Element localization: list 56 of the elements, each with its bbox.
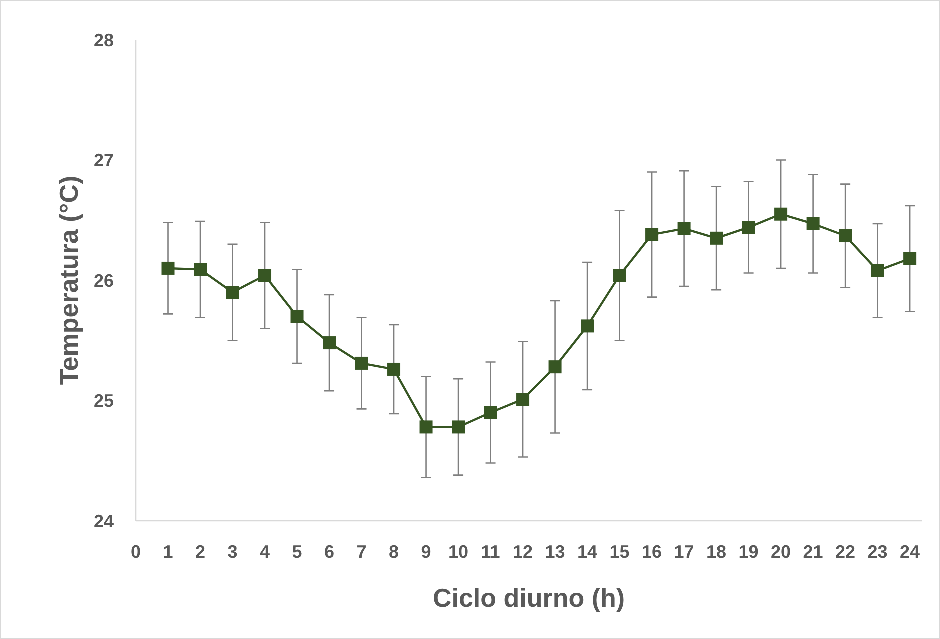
x-tick-label: 16 <box>642 542 662 562</box>
x-tick-label: 19 <box>738 542 759 562</box>
x-tick-label: 2 <box>196 542 206 562</box>
point <box>646 228 659 242</box>
x-tick-label: 8 <box>389 542 400 562</box>
x-tick-label: 20 <box>771 542 792 562</box>
x-tick-label: 14 <box>578 542 598 562</box>
point <box>420 420 433 434</box>
x-tick-label: 10 <box>448 542 469 562</box>
x-tick-label: 5 <box>292 542 302 562</box>
x-tick-label: 11 <box>481 542 500 562</box>
point <box>258 269 272 282</box>
point <box>581 320 594 333</box>
point <box>742 221 756 234</box>
y-axis-title: Temperatura (°C) <box>54 176 84 386</box>
x-tick-label: 7 <box>356 542 367 562</box>
x-tick-label: 15 <box>610 542 630 562</box>
point <box>613 269 626 282</box>
x-axis-title: Ciclo diurno (h) <box>432 583 626 613</box>
x-tick-label: 22 <box>836 542 856 562</box>
x-tick-label: 0 <box>130 542 142 562</box>
point <box>355 356 368 370</box>
point <box>548 360 562 374</box>
x-tick-label: 1 <box>163 542 174 562</box>
y-tick-label: 24 <box>94 511 114 532</box>
x-tick-label: 21 <box>803 542 824 562</box>
y-tick-label: 27 <box>94 150 114 171</box>
x-tick-label: 24 <box>900 542 920 562</box>
x-tick-label: 13 <box>545 542 566 562</box>
y-tick-label: 28 <box>94 30 114 50</box>
point <box>194 263 208 276</box>
point <box>871 264 884 278</box>
point <box>290 310 304 324</box>
point <box>516 393 530 406</box>
point <box>806 217 820 230</box>
x-tick-label: 3 <box>228 542 238 562</box>
point <box>678 222 691 236</box>
point <box>774 208 788 221</box>
x-tick-label: 6 <box>324 542 335 562</box>
point <box>452 420 466 434</box>
point <box>226 286 240 300</box>
x-tick-label: 9 <box>421 542 432 562</box>
point <box>388 362 401 376</box>
x-tick-label: 23 <box>868 542 888 562</box>
point <box>710 232 724 245</box>
x-tick-label: 12 <box>513 542 534 562</box>
point <box>484 406 498 420</box>
x-tick-label: 18 <box>706 542 727 562</box>
point <box>904 252 917 266</box>
x-tick-label: 17 <box>674 542 694 562</box>
point <box>162 262 175 275</box>
point <box>323 336 336 350</box>
x-tick-label: 4 <box>260 542 270 562</box>
y-tick-label: 25 <box>94 391 114 412</box>
y-tick-label: 26 <box>94 270 114 291</box>
point <box>839 230 852 243</box>
